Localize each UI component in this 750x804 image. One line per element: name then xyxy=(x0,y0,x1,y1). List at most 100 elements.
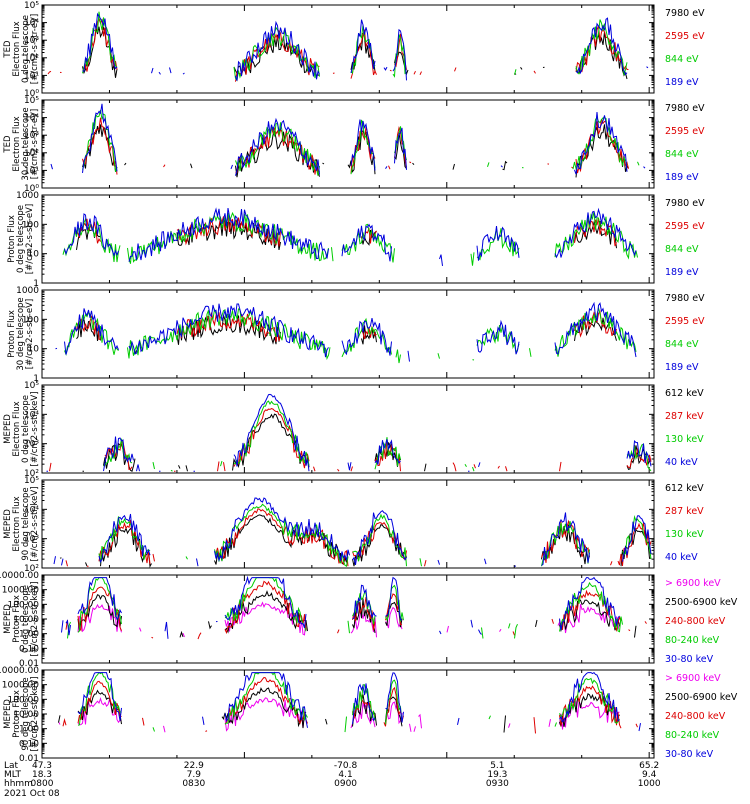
legend-entry: > 6900 keV xyxy=(665,673,721,684)
series-trace-4 xyxy=(77,671,620,733)
legend-entry: 844 eV xyxy=(665,339,699,350)
legend-entry: 2595 eV xyxy=(665,221,705,232)
y-tick-label: 100.00 xyxy=(8,695,40,705)
legend-entry: 240-800 keV xyxy=(665,616,726,627)
footer-value: 0900 xyxy=(334,779,357,789)
legend-entry: 2500-6900 keV xyxy=(665,692,738,703)
footer-value: -70.8 xyxy=(334,761,358,771)
panel-6: 10² 10³ 10⁴ 10⁵ MEPED Electron Flux 90 deg tel… xyxy=(3,476,704,574)
y-axis-label: 0 deg telescope xyxy=(16,205,26,273)
y-tick-label: 100 xyxy=(22,315,39,325)
panel-3: 1 10 100 1000 Proton Flux 0 deg telescope [#/c… xyxy=(7,191,705,289)
y-tick-label: 10⁴ xyxy=(24,505,39,515)
y-axis-label: Electron Flux xyxy=(12,116,22,171)
series-trace-4 xyxy=(56,303,644,361)
legend-entry: 844 eV xyxy=(665,54,699,65)
footer-row-label: MLT xyxy=(4,770,22,780)
series-trace-5 xyxy=(77,671,641,732)
y-tick-label: 1000.00 xyxy=(2,586,39,596)
y-tick-label: 10⁴ xyxy=(24,19,39,29)
series-trace-2 xyxy=(59,688,626,733)
y-tick-label: 10000.00 xyxy=(0,571,39,581)
panel-8: 0.01 0.10 1.00 10.00 100.00 1000.00 10000.00 ME… xyxy=(0,666,738,764)
y-axis-label: [#/cm2-s-str-keV] xyxy=(30,487,40,562)
legend-entry: 612 keV xyxy=(665,388,704,399)
y-tick-label: 10⁵ xyxy=(24,381,39,391)
series-trace-3 xyxy=(63,211,650,265)
legend-entry: 2500-6900 keV xyxy=(665,597,738,608)
y-axis-label: [#/cm2-s-str-keV] xyxy=(30,582,40,657)
y-axis-label: [#/cm2-s-str-eV] xyxy=(30,109,40,179)
footer-row-label: Lat xyxy=(4,761,19,771)
y-axis-label: Proton Flux xyxy=(12,595,22,643)
y-tick-label: 10¹ xyxy=(24,71,39,81)
legend-entry: 240-800 keV xyxy=(665,711,726,722)
y-tick-label: 10 xyxy=(28,250,40,260)
y-tick-label: 10000.00 xyxy=(0,666,39,676)
y-tick-label: 1.00 xyxy=(19,725,39,735)
y-axis-label: [#/cm2-s-str-eV] xyxy=(25,204,35,274)
y-tick-label: 10⁵ xyxy=(24,1,39,11)
y-axis-label: Electron Flux xyxy=(12,496,22,551)
legend-entry: 7980 eV xyxy=(665,103,705,114)
panel-frame xyxy=(41,384,655,474)
panel-frame xyxy=(41,479,655,569)
footer-value: 0800 xyxy=(31,779,54,789)
y-tick-label: 10 xyxy=(28,345,40,355)
series-trace-1 xyxy=(76,219,617,250)
panel-5: 10² 10³ 10⁴ 10⁵ MEPED Electron Flux 0 deg tele… xyxy=(3,381,704,479)
legend-entry: 612 keV xyxy=(665,483,704,494)
y-tick-label: 10² xyxy=(24,149,39,159)
legend-entry: 7980 eV xyxy=(665,198,705,209)
y-tick-label: 100.00 xyxy=(8,600,40,610)
y-tick-label: 1 xyxy=(33,279,39,289)
series-trace-4 xyxy=(51,104,648,176)
footer-value: 22.9 xyxy=(184,761,204,771)
y-axis-label: Electron Flux xyxy=(12,21,22,76)
legend-entry: 130 keV xyxy=(665,529,704,540)
footer-value: 0830 xyxy=(182,779,205,789)
legend-entry: 844 eV xyxy=(665,149,699,160)
y-axis-label: MEPED xyxy=(3,509,13,539)
y-axis-label: Proton Flux xyxy=(12,690,22,738)
y-axis-label: 0 deg telescope xyxy=(21,15,31,83)
footer-value: 65.2 xyxy=(639,761,659,771)
y-tick-label: 1.00 xyxy=(19,630,39,640)
y-axis-label: TED xyxy=(3,135,13,154)
legend-entry: 189 eV xyxy=(665,172,699,183)
date-label: 2021 Oct 08 xyxy=(4,789,60,799)
y-tick-label: 100 xyxy=(22,220,39,230)
panel-2: 10⁰ 10¹ 10² 10³ 10⁴ 10⁵ TED Electron Flux 30 deg… xyxy=(3,96,705,194)
y-axis-label: [#/cm2-s-str-keV] xyxy=(30,392,40,467)
legend-entry: 7980 eV xyxy=(665,293,705,304)
series-trace-3 xyxy=(98,503,652,568)
footer-value: 0930 xyxy=(486,779,509,789)
y-tick-label: 10² xyxy=(24,564,39,574)
y-tick-label: 10² xyxy=(24,469,39,479)
series-trace-1 xyxy=(82,413,652,472)
y-axis-label: 0 deg telescope xyxy=(21,395,31,463)
y-axis-label: [#/cm2-s-str-eV] xyxy=(25,299,35,369)
series-trace-2 xyxy=(65,508,652,567)
series-trace-3 xyxy=(83,12,632,81)
y-tick-label: 10³ xyxy=(24,131,39,141)
y-tick-label: 10³ xyxy=(24,535,39,545)
legend-entry: 2595 eV xyxy=(665,316,705,327)
series-trace-3 xyxy=(83,110,650,176)
legend-entry: 844 eV xyxy=(665,244,699,255)
series-trace-4 xyxy=(46,393,652,472)
footer-value: 9.4 xyxy=(642,770,657,780)
legend-entry: 189 eV xyxy=(665,77,699,88)
y-tick-label: 10³ xyxy=(24,36,39,46)
series-trace-3 xyxy=(103,400,652,472)
series-trace-1 xyxy=(82,124,629,178)
footer-value: 47.3 xyxy=(32,761,52,771)
series-trace-2 xyxy=(49,408,652,472)
series-trace-4 xyxy=(82,12,649,81)
panel-frame xyxy=(41,4,655,94)
y-axis-label: Electron Flux xyxy=(12,401,22,456)
legend-entry: 40 keV xyxy=(665,457,698,468)
y-tick-label: 10⁵ xyxy=(24,476,39,486)
legend-entry: 287 keV xyxy=(665,506,704,517)
